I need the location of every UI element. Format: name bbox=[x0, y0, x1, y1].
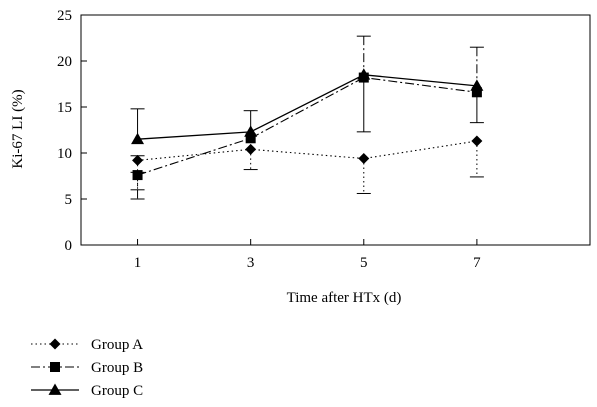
plot-border bbox=[80, 14, 591, 246]
diamond-marker bbox=[132, 154, 144, 166]
y-tick-label: 15 bbox=[57, 100, 72, 116]
x-tick-label: 7 bbox=[473, 255, 481, 271]
x-axis: 1 3 5 7 bbox=[134, 239, 481, 271]
legend-item-group-a: Group A bbox=[31, 337, 143, 353]
series-line bbox=[137, 140, 477, 161]
y-tick-label: 25 bbox=[57, 8, 72, 24]
series-group-a bbox=[130, 135, 484, 194]
y-axis-label: Ki-67 LI (%) bbox=[10, 89, 26, 168]
y-tick-label: 20 bbox=[57, 54, 72, 70]
legend-label: Group B bbox=[91, 360, 143, 376]
series-layer bbox=[130, 35, 484, 200]
triangle-marker bbox=[357, 68, 371, 80]
series-group-b bbox=[130, 35, 484, 200]
plot-area bbox=[80, 14, 591, 246]
diamond-marker bbox=[358, 153, 370, 165]
series-line bbox=[137, 76, 477, 176]
y-tick-label: 5 bbox=[65, 192, 73, 208]
x-axis-label: Time after HTx (d) bbox=[287, 290, 402, 306]
legend-item-group-c: Group C bbox=[31, 383, 143, 399]
legend-label: Group A bbox=[91, 337, 143, 353]
triangle-marker bbox=[470, 79, 484, 91]
legend-item-group-b: Group B bbox=[31, 360, 143, 376]
series-group-c bbox=[130, 68, 484, 145]
x-tick-label: 5 bbox=[360, 255, 368, 271]
diamond-marker bbox=[49, 338, 61, 350]
square-marker bbox=[50, 362, 60, 372]
series-line bbox=[137, 74, 477, 140]
legend-label: Group C bbox=[91, 383, 143, 399]
y-axis: 0 5 10 15 20 25 bbox=[57, 8, 87, 254]
square-marker bbox=[245, 133, 256, 144]
triangle-marker bbox=[48, 383, 62, 395]
diamond-marker bbox=[471, 135, 483, 147]
triangle-marker bbox=[131, 132, 145, 145]
y-tick-label: 0 bbox=[65, 238, 73, 254]
diamond-marker bbox=[245, 143, 257, 155]
legend: Group A Group B Group C bbox=[31, 337, 143, 399]
triangle-marker bbox=[244, 125, 258, 137]
x-tick-label: 1 bbox=[134, 255, 142, 271]
x-tick-label: 3 bbox=[247, 255, 255, 271]
square-marker bbox=[132, 170, 143, 181]
y-tick-label: 10 bbox=[57, 146, 72, 162]
